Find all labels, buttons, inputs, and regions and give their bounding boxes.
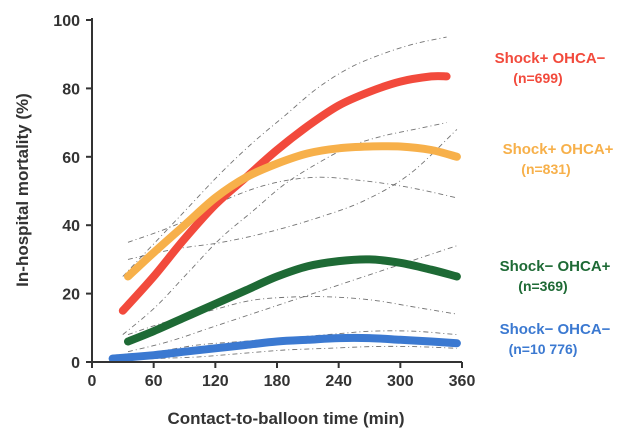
series-0-ci-lower: [122, 122, 447, 335]
series-label-1: Shock+ OHCA+: [503, 141, 614, 158]
y-tick-label: 20: [62, 287, 80, 304]
x-tick-label: 240: [325, 373, 352, 390]
x-axis-label: Contact-to-balloon time (min): [167, 409, 404, 428]
series-label-3: Shock− OHCA−: [500, 321, 611, 338]
axes-layer: In-hospital mortality (%) Contact-to-bal…: [13, 18, 462, 428]
x-tick-label: 360: [449, 373, 476, 390]
ticks-layer: 0 60 120 180 240 300 360 0 20 40 60 80 100: [53, 13, 475, 390]
y-tick-label: 40: [62, 218, 80, 235]
series-1-ci-lower: [127, 129, 458, 260]
y-tick-label: 80: [62, 81, 80, 98]
series-line-0: [118, 72, 451, 315]
series-labels: Shock+ OHCA− (n=699) Shock+ OHCA+ (n=831) Sh…: [495, 50, 614, 357]
series-label-2: Shock− OHCA+: [500, 258, 611, 275]
series-3-ci-lower: [112, 345, 457, 361]
series-line-1: [124, 142, 461, 281]
series-n-label-3: (n=10 776): [509, 341, 578, 357]
x-tick-label: 300: [387, 373, 414, 390]
confidence-band-layer: [112, 36, 458, 361]
y-tick-label: 0: [71, 355, 80, 372]
series-line-3: [108, 333, 461, 363]
series-label-0: Shock+ OHCA−: [495, 50, 606, 67]
series-line-2: [124, 255, 461, 346]
x-tick-label: 120: [202, 373, 229, 390]
series-n-label-2: (n=369): [518, 278, 567, 294]
series-1-ci-upper: [127, 176, 457, 243]
series-2-ci-upper: [127, 296, 457, 336]
series-0-ci-upper: [122, 36, 447, 277]
series-layer: [108, 72, 461, 363]
x-tick-label: 60: [145, 373, 163, 390]
y-axis-label: In-hospital mortality (%): [13, 93, 32, 287]
series-n-label-0: (n=699): [513, 70, 562, 86]
series-3-ci-upper: [112, 330, 457, 356]
x-tick-label: 0: [88, 373, 97, 390]
y-tick-label: 60: [62, 150, 80, 167]
y-tick-label: 100: [53, 13, 80, 30]
series-n-label-1: (n=831): [521, 161, 570, 177]
x-tick-label: 180: [264, 373, 291, 390]
